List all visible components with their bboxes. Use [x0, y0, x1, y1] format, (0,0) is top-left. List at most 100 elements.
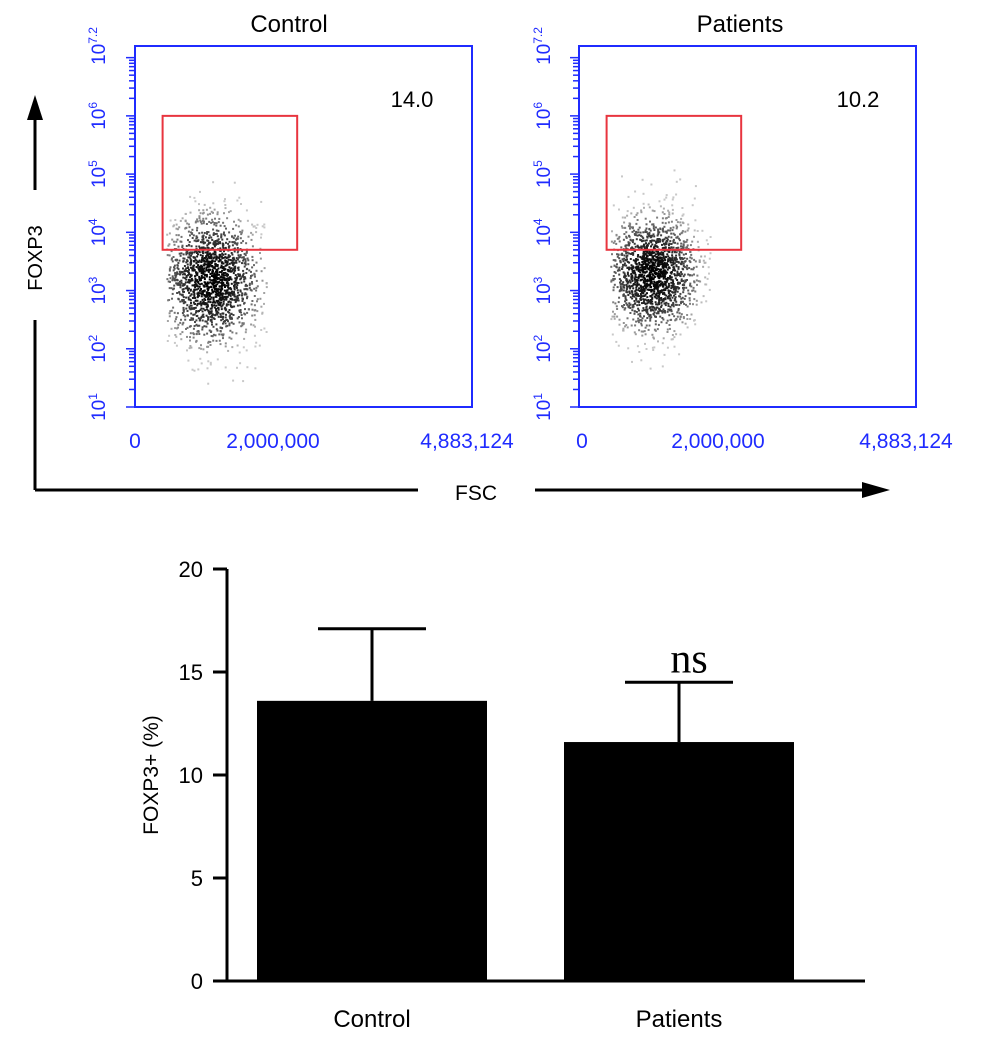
- flow-point: [215, 304, 218, 307]
- flow-point: [668, 308, 671, 311]
- flow-point: [212, 298, 215, 301]
- flow-point: [635, 267, 638, 270]
- flow-point: [174, 320, 177, 323]
- y-tick-label: 107.2: [86, 27, 110, 65]
- flow-point: [662, 277, 665, 280]
- flow-point: [656, 216, 659, 219]
- flow-point: [642, 307, 645, 310]
- flow-point: [704, 283, 707, 286]
- flow-point: [202, 246, 205, 249]
- flow-point: [213, 240, 216, 243]
- flow-point: [612, 289, 615, 292]
- flow-point: [654, 253, 657, 256]
- flow-point: [686, 244, 689, 247]
- y-tick-label: 101: [531, 393, 555, 421]
- flow-point: [195, 315, 198, 317]
- flow-point: [179, 286, 182, 289]
- flow-point: [663, 283, 666, 286]
- flow-point: [244, 260, 247, 263]
- flow-point: [630, 264, 633, 267]
- flow-point: [235, 242, 238, 245]
- flow-point: [192, 291, 195, 293]
- flow-point: [230, 312, 233, 315]
- flow-point: [675, 227, 678, 230]
- flow-point: [640, 275, 643, 278]
- flow-point: [237, 254, 240, 257]
- flow-point: [215, 277, 218, 280]
- flow-point: [201, 235, 204, 238]
- flow-point: [621, 266, 624, 268]
- flow-point: [200, 277, 203, 279]
- flow-point: [174, 327, 177, 330]
- flow-point: [200, 315, 203, 318]
- flow-point: [238, 273, 241, 276]
- flow-point: [204, 309, 207, 312]
- flow-point: [660, 263, 663, 266]
- flow-point: [188, 306, 191, 309]
- flow-point: [209, 319, 212, 322]
- flow-point: [695, 303, 698, 306]
- flow-point: [677, 274, 680, 276]
- flow-point: [260, 233, 263, 236]
- flow-point: [259, 257, 262, 260]
- flow-point: [219, 266, 222, 269]
- flow-point: [223, 267, 226, 270]
- flow-point: [625, 302, 628, 305]
- flow-point: [213, 304, 216, 307]
- flow-point: [213, 281, 216, 284]
- flow-point: [663, 265, 666, 268]
- flow-point: [239, 274, 242, 277]
- flow-point: [225, 284, 228, 287]
- flow-point: [232, 261, 235, 264]
- flow-point: [216, 273, 219, 276]
- flow-point: [191, 237, 194, 239]
- flow-point: [230, 267, 233, 270]
- flow-point: [673, 233, 676, 236]
- flow-point: [610, 318, 613, 321]
- flow-point: [672, 288, 675, 291]
- flow-point: [227, 293, 230, 296]
- flow-point: [206, 367, 209, 370]
- flow-point: [181, 246, 184, 248]
- flow-point: [632, 266, 635, 269]
- flow-point: [640, 359, 643, 362]
- flow-point: [646, 257, 649, 260]
- flow-point: [227, 245, 230, 248]
- flow-point: [223, 284, 226, 286]
- flow-point: [172, 240, 175, 243]
- flow-point: [631, 240, 634, 242]
- flow-point: [208, 276, 211, 279]
- flow-point: [192, 260, 195, 262]
- flow-point: [182, 299, 185, 302]
- flow-point: [256, 300, 258, 303]
- flow-point: [172, 269, 175, 272]
- flow-point: [656, 263, 659, 266]
- flow-point: [625, 288, 628, 291]
- flow-point: [214, 217, 216, 220]
- flow-point: [708, 272, 710, 275]
- flow-point: [634, 275, 637, 278]
- flow-point: [624, 295, 627, 298]
- flow-point: [202, 315, 205, 318]
- flow-point: [168, 287, 171, 290]
- flow-point: [197, 280, 199, 283]
- flow-point: [223, 231, 225, 234]
- flow-point: [253, 295, 256, 297]
- flow-point: [189, 211, 192, 214]
- flow-point: [180, 252, 183, 255]
- flow-point: [215, 287, 218, 290]
- flow-point: [186, 222, 189, 225]
- flow-point: [645, 286, 647, 289]
- flow-point: [654, 269, 657, 271]
- flow-point: [657, 264, 660, 267]
- flow-point: [205, 208, 208, 211]
- flow-point: [175, 274, 178, 277]
- flow-point: [667, 292, 670, 295]
- flow-point: [638, 234, 641, 237]
- flow-plot-title: Control: [250, 11, 327, 38]
- flow-point: [216, 281, 219, 284]
- flow-point: [663, 291, 666, 294]
- flow-point: [240, 241, 243, 244]
- flow-point: [681, 261, 684, 264]
- flow-point: [626, 326, 629, 329]
